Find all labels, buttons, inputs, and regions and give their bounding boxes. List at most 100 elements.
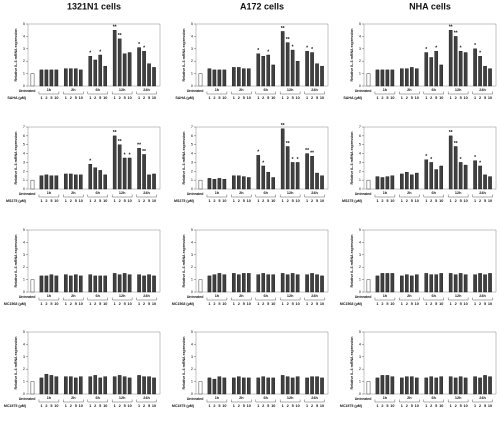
- y-tick-label: 4: [23, 152, 25, 156]
- drug-label: MC1568 (μM): [4, 302, 27, 306]
- group-bracket: [206, 399, 228, 403]
- y-axis-label: Relative IL-6 mRNA expression: [350, 337, 354, 390]
- untreated-label: Untreated: [19, 89, 36, 93]
- bar: [217, 376, 222, 395]
- dose-label: 10: [152, 199, 156, 203]
- dose-label: 2: [311, 96, 313, 100]
- significance-mark: **: [286, 141, 290, 147]
- dose-label: 1: [257, 302, 259, 306]
- bar: [30, 179, 35, 190]
- time-label: 6h: [96, 191, 101, 195]
- dose-label: 1: [138, 404, 140, 408]
- dose-label: 5: [484, 96, 486, 100]
- dose-label: 5: [124, 96, 126, 100]
- untreated-label: Untreated: [187, 192, 204, 196]
- dose-label: 2: [119, 404, 121, 408]
- group-bracket: [279, 194, 301, 198]
- dose-label: 2: [406, 199, 408, 203]
- bar: [137, 47, 141, 87]
- dose-label: 1: [376, 96, 378, 100]
- y-tick-label: 5: [359, 228, 361, 232]
- significance-mark: *: [435, 46, 437, 52]
- bar: [415, 274, 419, 293]
- time-label: 12h: [287, 88, 294, 92]
- dose-label: 2: [94, 404, 96, 408]
- bar: [453, 146, 458, 190]
- bar: [266, 274, 271, 293]
- dose-label: 5: [50, 199, 52, 203]
- dose-label: 10: [271, 302, 275, 306]
- dose-label: 5: [75, 404, 77, 408]
- group-bracket: [447, 91, 469, 95]
- bar: [98, 377, 103, 395]
- bar: [448, 376, 453, 395]
- dose-label: 10: [127, 96, 131, 100]
- significance-mark: *: [129, 152, 131, 158]
- dose-label: 2: [213, 96, 215, 100]
- dose-label: 2: [238, 404, 240, 408]
- y-tick-label: 1: [23, 72, 25, 76]
- bar: [222, 179, 227, 190]
- bar: [112, 135, 117, 190]
- y-tick-label: 3: [191, 160, 193, 164]
- bar: [212, 179, 217, 190]
- significance-mark: **: [305, 148, 309, 154]
- dose-label: 10: [320, 404, 324, 408]
- significance-mark: **: [281, 123, 285, 129]
- bar: [237, 175, 241, 190]
- bar: [280, 128, 285, 190]
- bar: [305, 153, 309, 190]
- group-bracket: [231, 91, 252, 95]
- bar: [385, 176, 390, 190]
- bar: [315, 63, 319, 87]
- time-label: 1h: [215, 294, 220, 298]
- bar: [152, 173, 156, 190]
- bar: [49, 375, 54, 395]
- bar: [256, 274, 261, 293]
- group-bracket: [136, 297, 157, 301]
- dose-label: 2: [262, 96, 264, 100]
- bar: [137, 274, 141, 293]
- bar: [142, 51, 146, 87]
- bar: [310, 52, 314, 87]
- drug-label: SAHA (μM): [175, 96, 194, 100]
- bar: [152, 377, 156, 395]
- dose-label: 10: [222, 96, 226, 100]
- bar: [434, 51, 439, 87]
- bar: [380, 273, 385, 293]
- group-bracket: [255, 91, 276, 95]
- dose-label: 10: [320, 302, 324, 306]
- dose-label: 2: [381, 302, 383, 306]
- bar: [385, 69, 390, 87]
- significance-mark: *: [292, 157, 294, 163]
- bar: [295, 61, 300, 87]
- dose-label: 10: [295, 96, 299, 100]
- time-label: 1h: [47, 396, 52, 400]
- bar: [98, 170, 103, 190]
- dose-label: 10: [390, 96, 394, 100]
- y-tick-label: 0: [359, 290, 361, 294]
- dose-label: 10: [439, 96, 443, 100]
- bar: [54, 175, 59, 190]
- dose-label: 5: [148, 302, 150, 306]
- time-label: 12h: [455, 294, 462, 298]
- time-label: 6h: [264, 88, 269, 92]
- bar: [212, 274, 217, 293]
- bar: [127, 52, 132, 87]
- dose-label: 1: [40, 96, 42, 100]
- time-label: 12h: [455, 396, 462, 400]
- y-tick-label: 0: [23, 187, 25, 191]
- dose-label: 2: [430, 96, 432, 100]
- dose-label: 2: [287, 404, 289, 408]
- bar: [54, 69, 59, 87]
- bar: [473, 274, 477, 293]
- dose-label: 2: [143, 302, 145, 306]
- drug-label: MC1575 (μM): [4, 404, 27, 408]
- significance-mark: *: [474, 43, 476, 49]
- bar: [280, 273, 285, 293]
- y-tick-label: 5: [23, 143, 25, 147]
- time-label: 1h: [47, 191, 52, 195]
- bar: [207, 68, 212, 87]
- bar: [285, 146, 290, 190]
- bar: [295, 376, 300, 395]
